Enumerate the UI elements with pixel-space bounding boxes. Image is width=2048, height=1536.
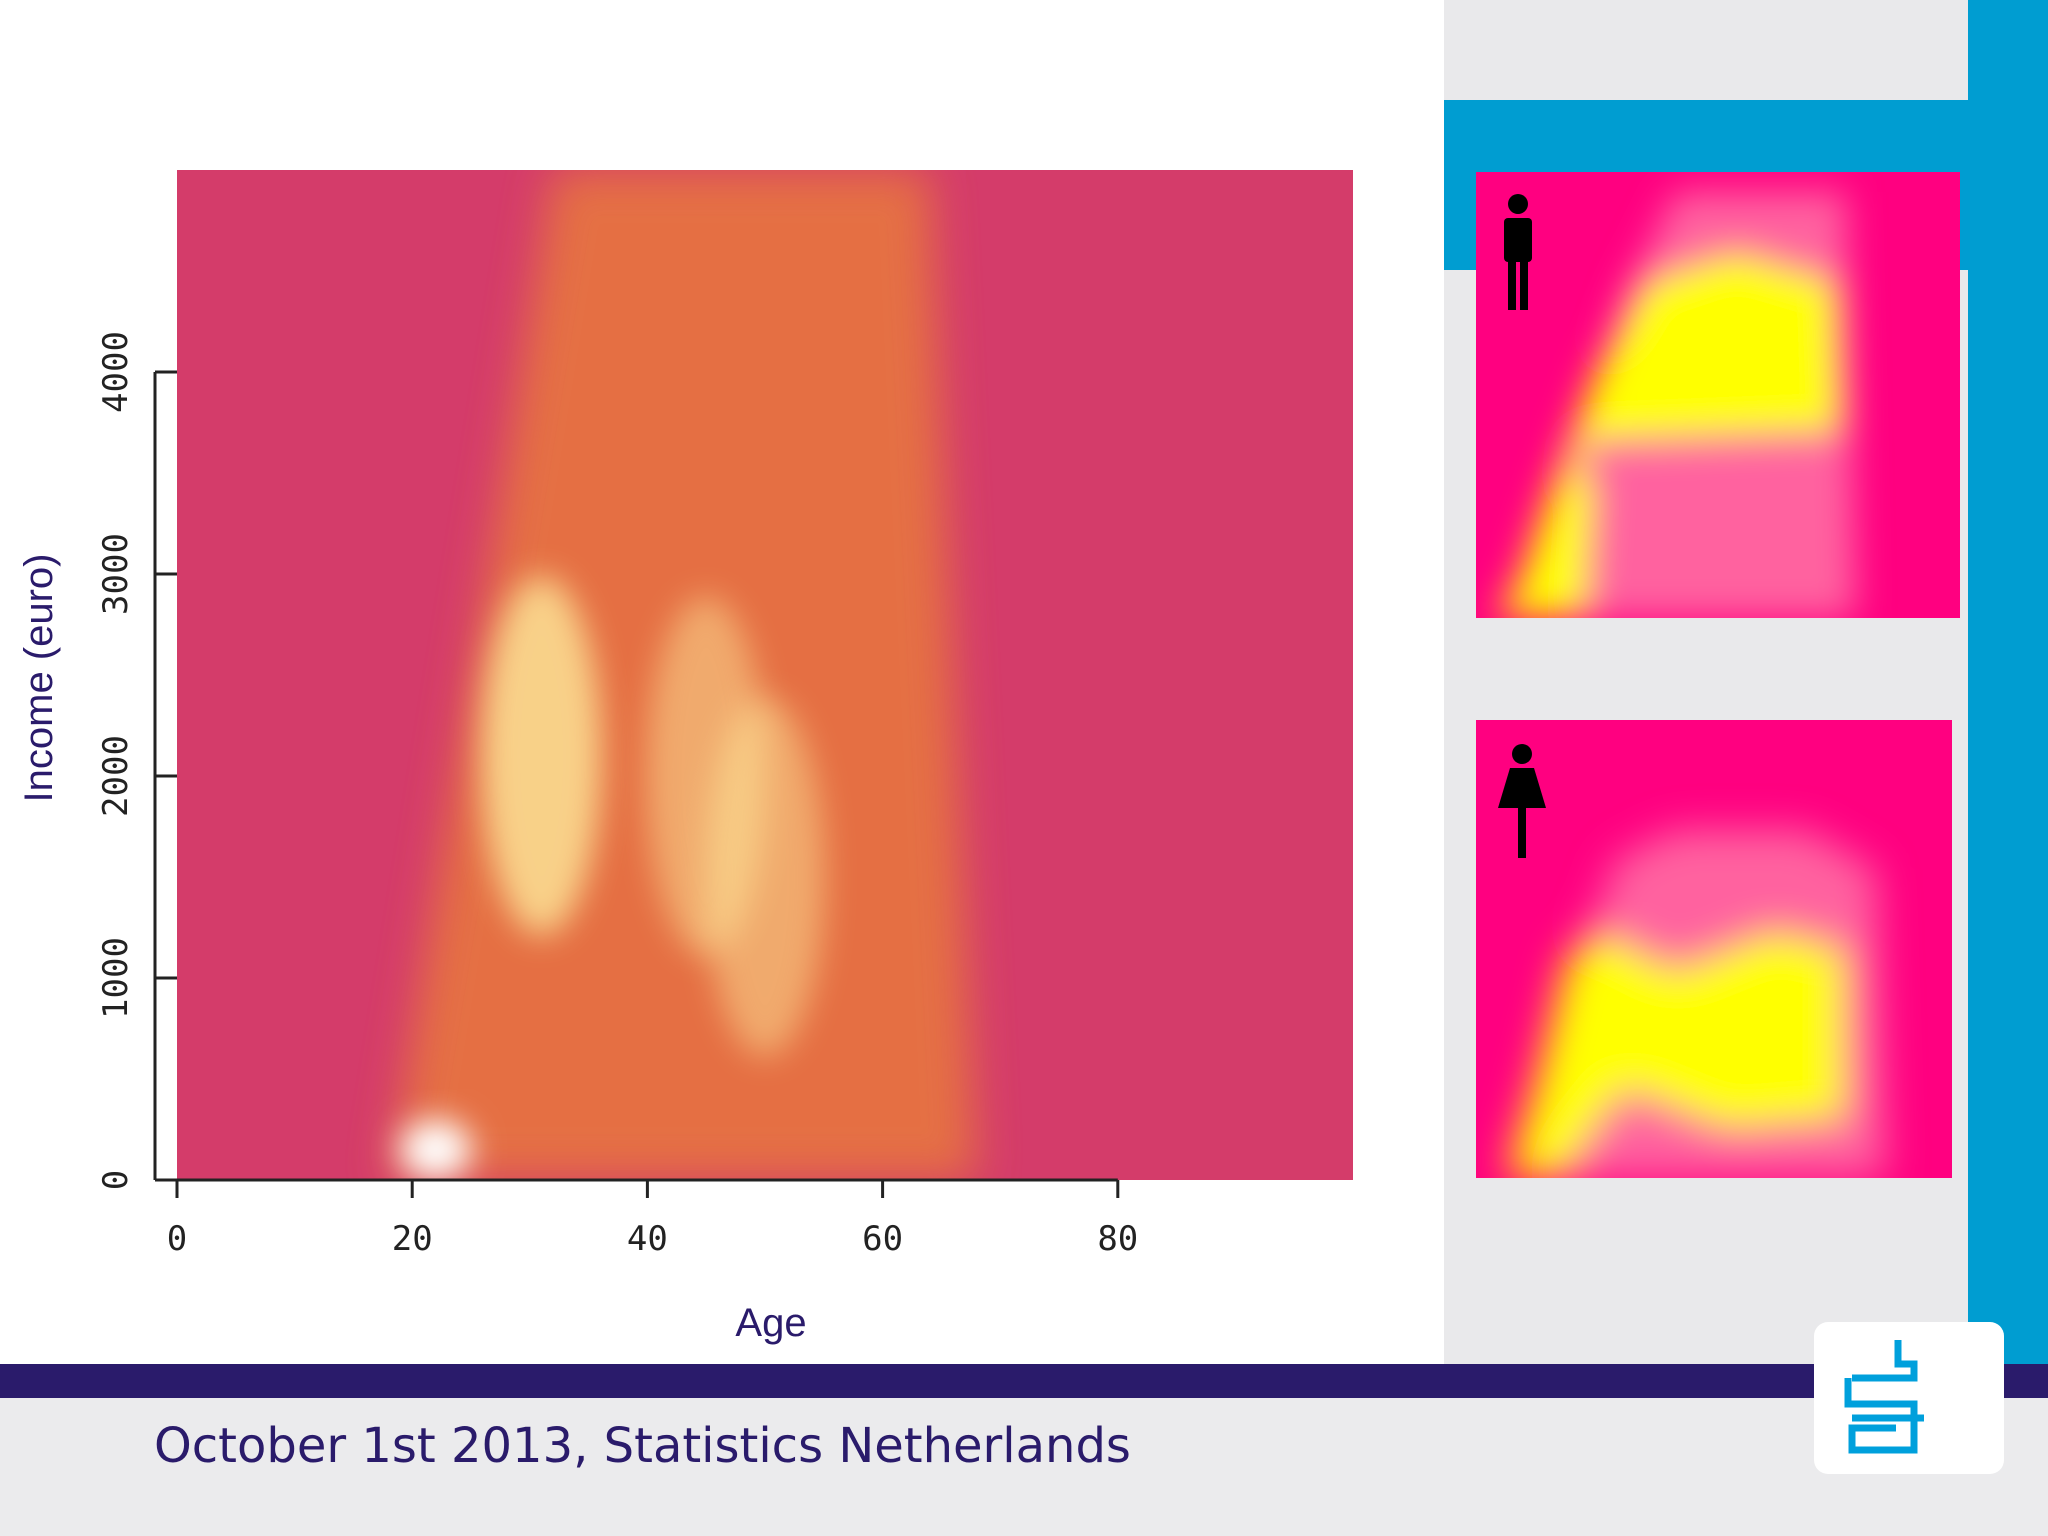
heatmap-hotspots [399,575,825,1180]
cbs-logo-icon [1844,1340,1924,1454]
x-tick-label: 40 [627,1219,668,1259]
x-tick-label: 20 [392,1219,433,1259]
heatmap-hotspot [399,1119,472,1180]
footer-text: October 1st 2013, Statistics Netherlands [154,1418,1131,1474]
y-tick-label: 1000 [96,937,136,1019]
y-axis: 0 1000 2000 3000 4000 [96,331,177,1190]
x-axis-title: Age [735,1301,806,1345]
footer [0,1398,2048,1536]
y-tick-label: 3000 [96,533,136,615]
footer-divider-bar [0,1364,2048,1398]
right-accent-stripe [1968,0,2048,1536]
male-heatmap-thumbnail [1476,172,1960,618]
cbs-logo [1814,1322,2004,1474]
x-tick-label: 80 [1097,1219,1138,1259]
x-axis: 0 20 40 60 80 [167,1178,1138,1259]
main-heatmap-chart: 0 20 40 60 80 0 1000 2000 3000 4000 Age Income (… [17,170,1353,1345]
female-heatmap-thumbnail [1476,720,1952,1178]
male-person-icon [1504,194,1532,310]
heatmap-hotspot [705,697,825,1057]
x-tick-label: 0 [167,1219,187,1259]
male-density-region [1496,192,1856,618]
y-tick-label: 4000 [96,331,136,413]
female-density-region [1506,830,1886,1178]
x-tick-label: 60 [862,1219,903,1259]
female-person-icon [1498,744,1546,858]
y-axis-title: Income (euro) [17,554,61,803]
heatmap-hotspot [481,575,602,936]
y-tick-label: 0 [96,1170,136,1190]
y-tick-label: 2000 [96,735,136,817]
